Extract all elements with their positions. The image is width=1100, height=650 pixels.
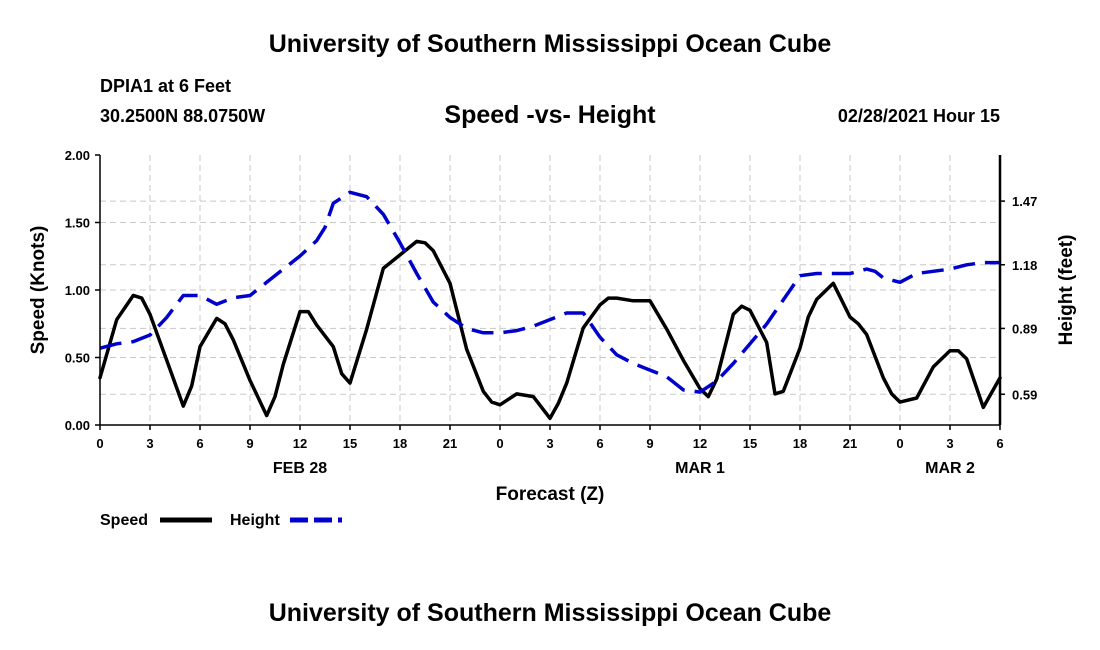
- x-tick-label: 0: [496, 436, 503, 451]
- x-tick-label: 18: [793, 436, 807, 451]
- y-tick-label: 0.50: [65, 351, 90, 366]
- x-tick-label: 6: [596, 436, 603, 451]
- x-tick-label: 6: [996, 436, 1003, 451]
- speed-series-line: [98, 239, 1002, 421]
- x-tick-label: 18: [393, 436, 407, 451]
- y2-tick-label: 1.18: [1012, 258, 1037, 273]
- x-tick-label: 15: [743, 436, 757, 451]
- top-title: University of Southern Mississippi Ocean…: [268, 30, 832, 58]
- x-tick-label: 12: [293, 436, 307, 451]
- y-tick-label: 1.00: [65, 283, 90, 298]
- legend-label-speed: Speed: [100, 512, 148, 529]
- x-tick-label: 3: [146, 436, 153, 451]
- x-tick-label: 3: [546, 436, 553, 451]
- x-tick-label: 3: [946, 436, 953, 451]
- height-series-line: [99, 190, 1000, 394]
- y-tick-label: 1.50: [65, 216, 90, 231]
- x-axis-title: Forecast (Z): [496, 484, 605, 505]
- x-day-label: MAR 1: [675, 460, 725, 477]
- chart-subtitle: Speed -vs- Height: [444, 101, 656, 129]
- station-coordinates: 30.2500N 88.0750W: [100, 106, 266, 126]
- x-tick-label: 21: [443, 436, 457, 451]
- y-axis-title: Speed (Knots): [28, 226, 49, 355]
- y2-tick-label: 0.59: [1012, 387, 1037, 402]
- x-day-label: FEB 28: [273, 460, 327, 477]
- x-tick-label: 0: [96, 436, 103, 451]
- y2-tick-label: 1.47: [1012, 194, 1037, 209]
- x-tick-label: 15: [343, 436, 357, 451]
- x-tick-label: 0: [896, 436, 903, 451]
- x-day-label: MAR 2: [925, 460, 975, 477]
- x-tick-label: 6: [196, 436, 203, 451]
- y-tick-label: 2.00: [65, 148, 90, 163]
- station-label: DPIA1 at 6 Feet: [100, 76, 232, 96]
- bottom-title: University of Southern Mississippi Ocean…: [268, 599, 832, 627]
- forecast-datetime: 02/28/2021 Hour 15: [837, 106, 1000, 126]
- y2-axis-title: Height (feet): [1056, 235, 1077, 346]
- y2-tick-label: 0.89: [1012, 321, 1037, 336]
- legend-label-height: Height: [230, 512, 280, 529]
- y-tick-label: 0.00: [65, 418, 90, 433]
- x-tick-label: 9: [246, 436, 253, 451]
- x-tick-label: 9: [646, 436, 653, 451]
- x-tick-label: 21: [843, 436, 857, 451]
- x-tick-label: 12: [693, 436, 707, 451]
